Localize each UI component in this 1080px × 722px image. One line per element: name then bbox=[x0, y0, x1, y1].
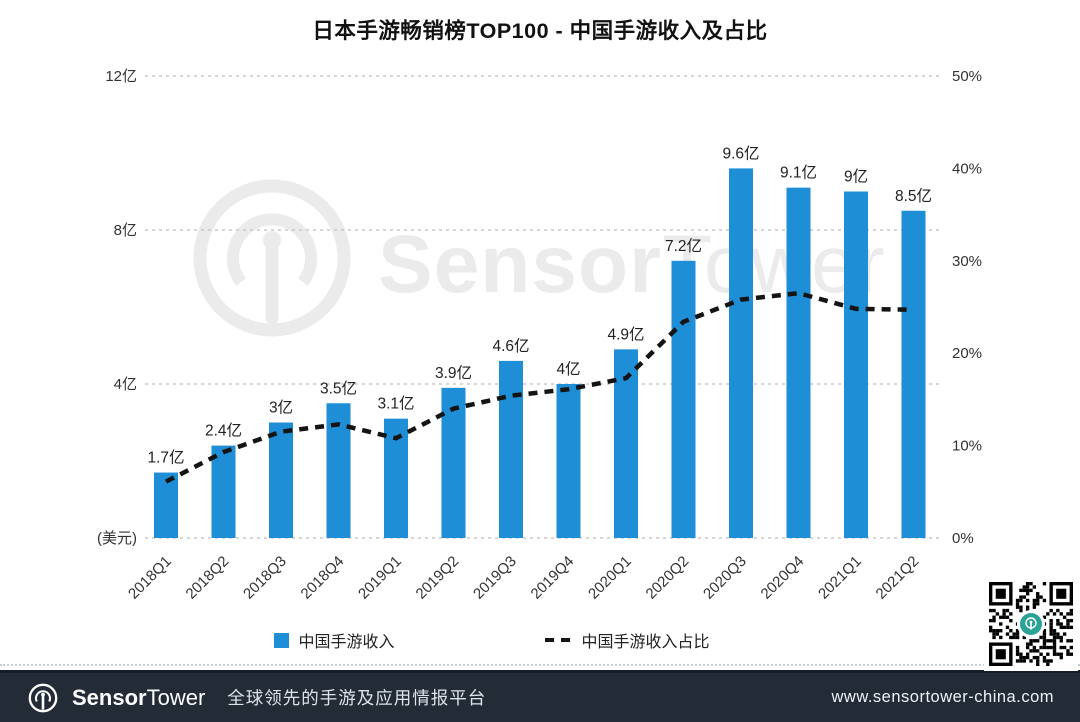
x-axis-tick: 2021Q1 bbox=[815, 553, 865, 603]
bar-value-label: 7.2亿 bbox=[665, 237, 702, 255]
footer-wordmark-sensor: Sensor bbox=[72, 684, 147, 710]
x-axis-tick: 2018Q1 bbox=[125, 553, 175, 603]
x-axis-tick: 2018Q4 bbox=[298, 553, 348, 603]
x-axis-tick: 2020Q3 bbox=[700, 553, 750, 603]
legend-item-revenue: 中国手游收入 bbox=[274, 628, 395, 652]
footer-url: www.sensortower-china.com bbox=[831, 688, 1054, 706]
x-axis-tick: 2020Q4 bbox=[758, 553, 808, 603]
footer-wordmark: SensorTower bbox=[72, 685, 205, 711]
bar-2019Q2 bbox=[441, 387, 466, 538]
left-axis-tick: 4亿 bbox=[114, 376, 137, 393]
chart-canvas: SensorTower1.7亿2.4亿3亿3.5亿3.1亿3.9亿4.6亿4亿4… bbox=[97, 68, 982, 603]
bar-value-label: 9.1亿 bbox=[780, 164, 817, 182]
x-axis-tick: 2019Q3 bbox=[470, 553, 520, 603]
bar-value-label: 1.7亿 bbox=[147, 449, 184, 467]
right-axis-tick: 0% bbox=[952, 530, 974, 547]
legend-share-label: 中国手游收入占比 bbox=[581, 634, 710, 651]
legend-item-share: 中国手游收入占比 bbox=[544, 628, 710, 652]
revenue-bar-swatch bbox=[274, 632, 290, 648]
bar-2020Q2 bbox=[671, 260, 696, 538]
bar-2020Q1 bbox=[614, 349, 638, 538]
legend: 中国手游收入 中国手游收入占比 bbox=[0, 628, 1032, 652]
bar-value-label: 9.6亿 bbox=[722, 144, 759, 162]
bar-2019Q4 bbox=[556, 384, 581, 538]
right-axis-tick: 10% bbox=[952, 438, 982, 455]
left-axis-tick: 8亿 bbox=[114, 222, 137, 239]
bar-2020Q4 bbox=[786, 187, 811, 538]
x-axis-tick: 2018Q3 bbox=[240, 553, 290, 603]
x-axis-tick: 2018Q2 bbox=[183, 553, 233, 603]
bar-value-label: 8.5亿 bbox=[895, 187, 932, 205]
bar-2018Q2 bbox=[211, 445, 236, 538]
bar-2021Q1 bbox=[844, 191, 868, 538]
right-axis-tick: 20% bbox=[952, 345, 982, 362]
x-axis-tick: 2020Q2 bbox=[643, 553, 693, 603]
x-axis-tick: 2019Q4 bbox=[528, 553, 578, 603]
bar-value-label: 3.1亿 bbox=[377, 395, 414, 413]
x-axis-tick: 2020Q1 bbox=[585, 553, 635, 603]
share-dashed-line bbox=[164, 290, 914, 484]
bar-2018Q3 bbox=[269, 422, 293, 538]
bar-2018Q1 bbox=[154, 472, 178, 538]
footer-separator bbox=[0, 664, 1080, 666]
bar-value-label: 3.9亿 bbox=[435, 364, 472, 382]
bar-value-label: 3亿 bbox=[269, 399, 293, 417]
footer-tagline: 全球领先的手游及应用情报平台 bbox=[227, 688, 487, 708]
qr-code-image bbox=[984, 577, 1078, 671]
bar-2019Q3 bbox=[499, 360, 523, 538]
footer-wordmark-tower: Tower bbox=[146, 684, 206, 710]
left-axis-tick: 12亿 bbox=[105, 68, 137, 85]
footer-bar: SensorTower 全球领先的手游及应用情报平台 www.sensortow… bbox=[0, 670, 1080, 722]
legend-revenue-label: 中国手游收入 bbox=[298, 634, 395, 651]
x-axis-tick: 2019Q1 bbox=[355, 553, 405, 603]
footer-brand-group: SensorTower 全球领先的手游及应用情报平台 bbox=[26, 681, 486, 715]
right-axis-tick: 30% bbox=[952, 253, 982, 270]
watermark-logo-arc bbox=[227, 213, 317, 286]
right-axis-tick: 40% bbox=[952, 160, 982, 177]
bar-2021Q2 bbox=[901, 210, 926, 538]
bar-value-label: 4.9亿 bbox=[607, 325, 644, 343]
watermark-logo-icon bbox=[193, 179, 351, 337]
bar-value-label: 4亿 bbox=[556, 360, 580, 378]
bar-value-label: 2.4亿 bbox=[205, 422, 242, 440]
bar-2020Q3 bbox=[729, 168, 753, 538]
x-axis-tick: 2019Q2 bbox=[413, 553, 463, 603]
x-axis-tick: 2021Q2 bbox=[873, 553, 923, 603]
bar-value-label: 9亿 bbox=[844, 168, 868, 186]
bar-value-label: 4.6亿 bbox=[492, 337, 529, 355]
sensortower-logo-icon bbox=[28, 683, 58, 712]
bar-value-label: 3.5亿 bbox=[320, 379, 357, 397]
share-dashed-line-swatch bbox=[544, 638, 573, 642]
qr-code bbox=[984, 577, 1078, 671]
chart-title: 日本手游畅销榜TOP100 - 中国手游收入及占比 bbox=[312, 19, 768, 43]
left-axis-unit-label: (美元) bbox=[97, 530, 137, 547]
right-axis-tick: 50% bbox=[952, 68, 982, 85]
